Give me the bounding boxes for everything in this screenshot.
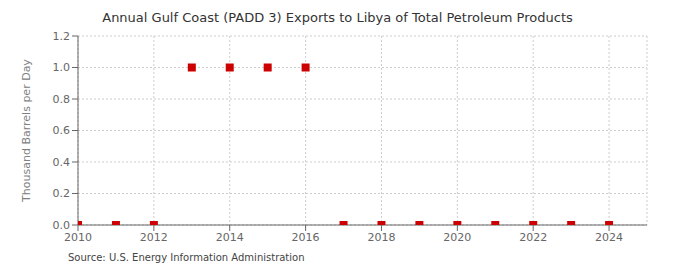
svg-text:0.6: 0.6 [53,124,71,137]
svg-text:Thousand Barrels per Day: Thousand Barrels per Day [20,59,33,203]
svg-text:2016: 2016 [292,231,320,244]
svg-text:1.0: 1.0 [53,61,71,74]
svg-text:2010: 2010 [64,231,92,244]
svg-text:0.4: 0.4 [53,156,71,169]
svg-text:2022: 2022 [519,231,547,244]
svg-text:2024: 2024 [595,231,623,244]
svg-text:0.0: 0.0 [53,219,71,232]
svg-text:2014: 2014 [216,231,244,244]
svg-text:0.8: 0.8 [53,93,71,106]
svg-text:2020: 2020 [443,231,471,244]
svg-text:2018: 2018 [367,231,395,244]
svg-text:1.2: 1.2 [53,30,71,43]
html-text:Source: U.S. Energy Informatio: Source: U.S. Energy Information Administ… [68,252,305,263]
svg-text:0.2: 0.2 [53,187,71,200]
svg-text:2012: 2012 [140,231,168,244]
html-text:Annual Gulf Coast (PADD 3) Exp: Annual Gulf Coast (PADD 3) Exports to Li… [102,10,573,25]
